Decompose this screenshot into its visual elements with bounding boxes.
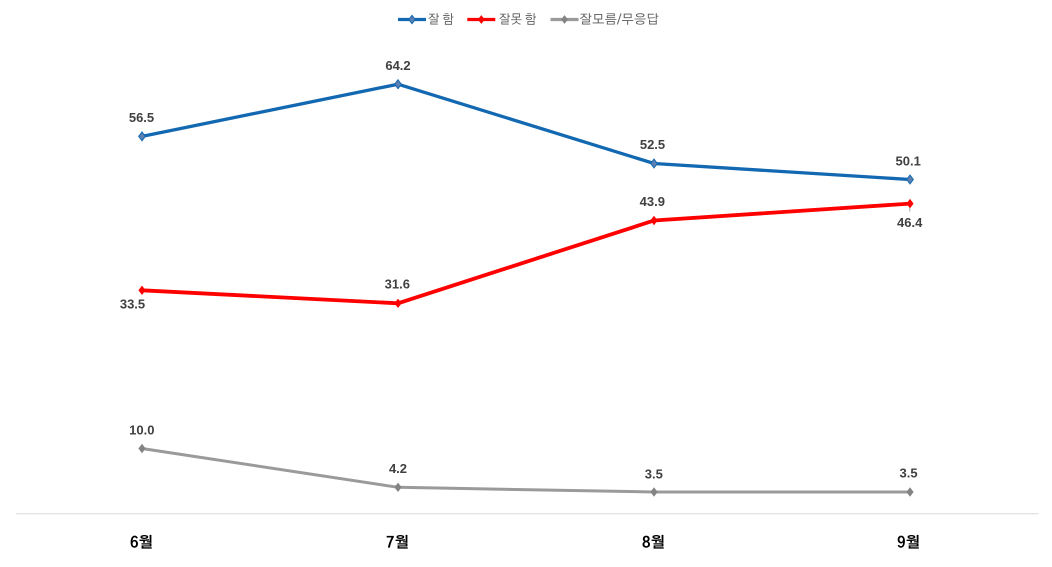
svg-text:50.1: 50.1 [896,153,921,168]
svg-text:10.0: 10.0 [129,422,154,437]
svg-text:46.4: 46.4 [897,215,923,230]
svg-text:33.5: 33.5 [120,297,145,312]
svg-text:52.5: 52.5 [640,137,665,152]
svg-text:56.5: 56.5 [129,110,154,125]
svg-text:3.5: 3.5 [900,466,918,481]
svg-text:64.2: 64.2 [385,58,410,73]
svg-text:3.5: 3.5 [645,467,663,482]
svg-text:43.9: 43.9 [640,194,665,209]
svg-text:31.6: 31.6 [385,277,410,292]
svg-text:4.2: 4.2 [389,461,407,476]
